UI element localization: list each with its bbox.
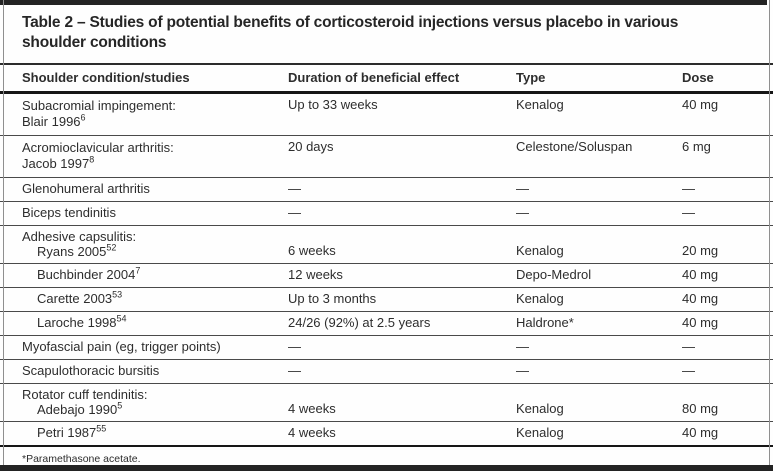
table-row: Subacromial impingement: Blair 19966 Up … (0, 94, 773, 136)
condition-cell: Myofascial pain (eg, trigger points) (22, 339, 221, 354)
dose-cell: — (682, 363, 695, 378)
dose-cell: 20 mg (682, 243, 719, 258)
type-cell: — (516, 181, 529, 196)
study-cell: Buchbinder 20047 (37, 265, 141, 282)
dose-cell: 40 mg (682, 267, 719, 282)
condition-label: Subacromial impingement: (22, 98, 176, 113)
table-row: Petri 198755 4 weeks Kenalog 40 mg (0, 422, 773, 447)
condition-cell: Rotator cuff tendinitis: Adebajo 19905 (22, 384, 288, 421)
reference-superscript: 52 (106, 242, 117, 253)
condition-cell: Subacromial impingement: Blair 19966 (22, 94, 288, 135)
left-border-line (3, 0, 4, 471)
duration-cell: — (288, 205, 301, 220)
table-row: Rotator cuff tendinitis: Adebajo 19905 4… (0, 384, 773, 422)
duration-cell: — (288, 363, 301, 378)
table-row: Glenohumeral arthritis — — — (0, 178, 773, 202)
type-cell: Kenalog (516, 291, 564, 306)
dose-cell: 40 mg (682, 315, 719, 330)
col-header-condition: Shoulder condition/studies (22, 70, 190, 85)
studies-table: Shoulder condition/studies Duration of b… (0, 63, 773, 447)
table-title: Table 2 – Studies of potential benefits … (0, 0, 773, 53)
table-row: Myofascial pain (eg, trigger points) — —… (0, 336, 773, 360)
top-border-bar (0, 0, 767, 5)
reference-superscript: 54 (116, 313, 127, 324)
condition-cell: Adhesive capsulitis: Ryans 200552 (22, 226, 288, 263)
table-row: Biceps tendinitis — — — (0, 202, 773, 226)
reference-superscript: 55 (96, 423, 107, 434)
col-header-duration: Duration of beneficial effect (288, 70, 460, 85)
duration-cell: — (288, 181, 301, 196)
duration-cell: 4 weeks (288, 401, 336, 416)
col-header-dose: Dose (682, 70, 714, 85)
study-cell: Carette 200353 (37, 289, 123, 306)
table-title-line1: Table 2 – Studies of potential benefits … (22, 14, 679, 31)
table-row: Adhesive capsulitis: Ryans 200552 6 week… (0, 226, 773, 264)
reference-superscript: 7 (135, 265, 141, 276)
dose-cell: — (682, 339, 695, 354)
duration-cell: — (288, 339, 301, 354)
type-cell: Kenalog (516, 401, 564, 416)
type-cell: — (516, 363, 529, 378)
table-row: Buchbinder 20047 12 weeks Depo-Medrol 40… (0, 264, 773, 288)
table-title-line2: shoulder conditions (22, 34, 167, 51)
study-label: Jacob 19978 (22, 154, 95, 171)
condition-cell: Acromioclavicular arthritis: Jacob 19978 (22, 136, 288, 177)
condition-label: Acromioclavicular arthritis: (22, 140, 174, 155)
duration-cell: Up to 33 weeks (288, 97, 378, 112)
type-cell: Kenalog (516, 425, 564, 440)
dose-cell: 6 mg (682, 139, 711, 154)
condition-cell: Glenohumeral arthritis (22, 181, 150, 196)
reference-superscript: 8 (89, 154, 95, 165)
duration-cell: 20 days (288, 139, 334, 154)
table-footnote: *Paramethasone acetate. (22, 453, 141, 465)
condition-cell: Scapulothoracic bursitis (22, 363, 160, 378)
dose-cell: 40 mg (682, 97, 719, 112)
dose-cell: — (682, 205, 695, 220)
table-row: Laroche 199854 24/26 (92%) at 2.5 years … (0, 312, 773, 336)
type-cell: Haldrone* (516, 315, 574, 330)
type-cell: Kenalog (516, 97, 564, 112)
right-border-line (769, 0, 770, 471)
condition-group-label: Rotator cuff tendinitis: (22, 387, 148, 402)
type-cell: Celestone/Soluspan (516, 139, 633, 154)
study-label: Blair 19966 (22, 112, 86, 129)
bottom-border-bar (0, 465, 773, 471)
table-header-row: Shoulder condition/studies Duration of b… (0, 63, 773, 94)
duration-cell: 4 weeks (288, 425, 336, 440)
study-label: Ryans 200552 (37, 242, 117, 259)
dose-cell: 40 mg (682, 291, 719, 306)
study-label: Adebajo 19905 (37, 400, 123, 417)
study-cell: Laroche 199854 (37, 313, 127, 330)
dose-cell: — (682, 181, 695, 196)
duration-cell: 24/26 (92%) at 2.5 years (288, 315, 431, 330)
condition-cell: Biceps tendinitis (22, 205, 116, 220)
reference-superscript: 6 (80, 112, 86, 123)
type-cell: — (516, 339, 529, 354)
duration-cell: 6 weeks (288, 243, 336, 258)
reference-superscript: 5 (117, 400, 123, 411)
table-row: Acromioclavicular arthritis: Jacob 19978… (0, 136, 773, 178)
type-cell: Depo-Medrol (516, 267, 592, 282)
duration-cell: Up to 3 months (288, 291, 377, 306)
type-cell: — (516, 205, 529, 220)
table-row: Scapulothoracic bursitis — — — (0, 360, 773, 384)
condition-group-label: Adhesive capsulitis: (22, 229, 137, 244)
dose-cell: 40 mg (682, 425, 719, 440)
duration-cell: 12 weeks (288, 267, 343, 282)
type-cell: Kenalog (516, 243, 564, 258)
dose-cell: 80 mg (682, 401, 719, 416)
table-row: Carette 200353 Up to 3 months Kenalog 40… (0, 288, 773, 312)
col-header-type: Type (516, 70, 546, 85)
reference-superscript: 53 (112, 289, 123, 300)
study-cell: Petri 198755 (37, 423, 107, 440)
